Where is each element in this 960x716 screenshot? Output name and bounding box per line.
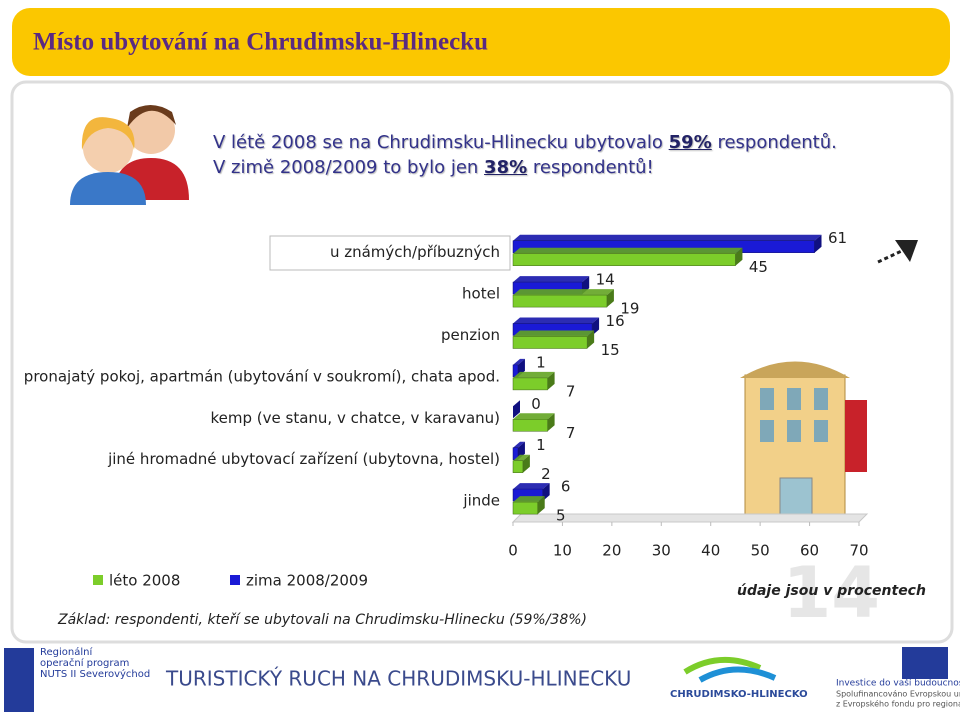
floor — [511, 513, 869, 523]
value-label: 2 — [541, 465, 551, 483]
logo-text: CHRUDIMSKO-HLINECKO — [670, 689, 808, 700]
value-label: 61 — [828, 229, 847, 247]
value-label: 0 — [531, 395, 541, 413]
value-label: 15 — [601, 341, 620, 359]
value-label: 14 — [596, 271, 615, 289]
bar — [512, 253, 736, 266]
legend-swatch — [230, 575, 240, 585]
title-bar — [12, 8, 950, 76]
eu-flag-left — [4, 648, 34, 712]
bar-top — [513, 247, 743, 254]
bar-end — [522, 454, 530, 473]
value-label: 6 — [561, 478, 571, 496]
footnote: Základ: respondenti, kteří se ubytovali … — [57, 612, 587, 628]
bar-end — [735, 247, 743, 266]
headline-line: V zimě 2008/2009 to bylo jen 38% respond… — [213, 155, 837, 180]
bar — [512, 501, 538, 515]
x-tick-label: 70 — [849, 542, 868, 560]
bar-end — [513, 400, 520, 419]
hotel-icon — [740, 361, 867, 516]
bar-top — [513, 454, 530, 461]
bar-end — [547, 371, 555, 390]
bar-end — [587, 330, 595, 349]
bar-top — [513, 496, 545, 503]
legend-label: zima 2008/2009 — [246, 572, 368, 590]
bar — [512, 419, 548, 432]
arrow-head — [895, 240, 918, 262]
logo-swoosh — [698, 666, 777, 683]
category-label: jiné hromadné ubytovací zařízení (ubytov… — [107, 450, 500, 468]
bar-end — [547, 413, 555, 432]
page-number: 14 — [783, 552, 880, 634]
value-label: 45 — [749, 258, 768, 276]
category-label: u známých/příbuzných — [330, 243, 500, 261]
bar-top — [513, 234, 822, 241]
arrow — [877, 246, 909, 264]
category-label: kemp (ve stanu, v chatce, v karavanu) — [211, 409, 500, 427]
eu-flag — [902, 647, 948, 679]
bar-top — [513, 330, 595, 337]
value-label: 19 — [620, 300, 639, 318]
eu-line: z Evropského fondu pro regionální rozvoj — [836, 699, 960, 709]
headline-line: V létě 2008 se na Chrudimsku-Hlinecku ub… — [213, 130, 837, 155]
bar-top — [513, 276, 590, 283]
program-line: NUTS II Severovýchod — [40, 668, 150, 680]
value-label: 1 — [536, 353, 546, 371]
eu-line: Investice do vaší budoucnosti — [836, 678, 960, 689]
bar-end — [606, 289, 614, 308]
footer — [0, 645, 960, 716]
value-label: 1 — [536, 436, 546, 454]
value-label: 7 — [566, 382, 576, 400]
bar-top — [513, 483, 550, 490]
bar-top — [513, 289, 614, 296]
logo-swoosh — [683, 657, 762, 675]
category-label: penzion — [441, 326, 500, 344]
category-label: pronajatý pokoj, apartmán (ubytování v s… — [24, 367, 500, 385]
bar-top — [513, 358, 525, 365]
bar — [512, 336, 588, 349]
bar-end — [814, 234, 822, 253]
bar — [512, 294, 608, 308]
x-tick-label: 40 — [701, 542, 720, 560]
content-frame — [10, 80, 954, 644]
category-label: hotel — [462, 285, 500, 303]
footer-title: TURISTICKÝ RUCH NA CHRUDIMSKU-HLINECKU — [165, 667, 631, 691]
bar-end — [537, 496, 545, 515]
bar — [512, 460, 524, 473]
value-label: 16 — [606, 312, 625, 330]
bar — [512, 377, 548, 391]
legend-swatch — [93, 575, 103, 585]
x-tick-label: 50 — [751, 542, 770, 560]
headline-highlight: 59% — [668, 132, 712, 153]
x-tick-label: 30 — [652, 542, 671, 560]
bar-top — [513, 441, 525, 448]
x-tick-label: 0 — [508, 542, 518, 560]
x-tick-label: 20 — [602, 542, 621, 560]
eu-line: Spolufinancováno Evropskou unií — [836, 690, 960, 699]
headline-highlight: 38% — [484, 157, 528, 178]
unit-note: údaje jsou v procentech — [737, 583, 926, 599]
bar-top — [513, 371, 555, 378]
legend-label: léto 2008 — [109, 572, 180, 590]
slide-title: Místo ubytování na Chrudimsku-Hlinecku — [33, 29, 488, 56]
headline-text: V zimě 2008/2009 to bylo jen — [213, 157, 479, 178]
bar-top — [513, 317, 600, 324]
value-label: 5 — [556, 507, 566, 525]
x-tick-label: 60 — [800, 542, 819, 560]
headline-text: V létě 2008 se na Chrudimsku-Hlinecku ub… — [213, 132, 663, 153]
label-box — [269, 235, 511, 271]
headline-text: respondentů! — [532, 157, 654, 178]
headline-text: respondentů. — [717, 132, 837, 153]
value-label: 7 — [566, 424, 576, 442]
category-label: jinde — [462, 492, 500, 510]
people-icon — [70, 105, 189, 205]
headline: V létě 2008 se na Chrudimsku-Hlinecku ub… — [213, 130, 837, 180]
program-line: Regionální — [40, 646, 93, 658]
bar-top — [513, 413, 555, 420]
program-line: operační program — [40, 657, 129, 669]
x-tick-label: 10 — [553, 542, 572, 560]
